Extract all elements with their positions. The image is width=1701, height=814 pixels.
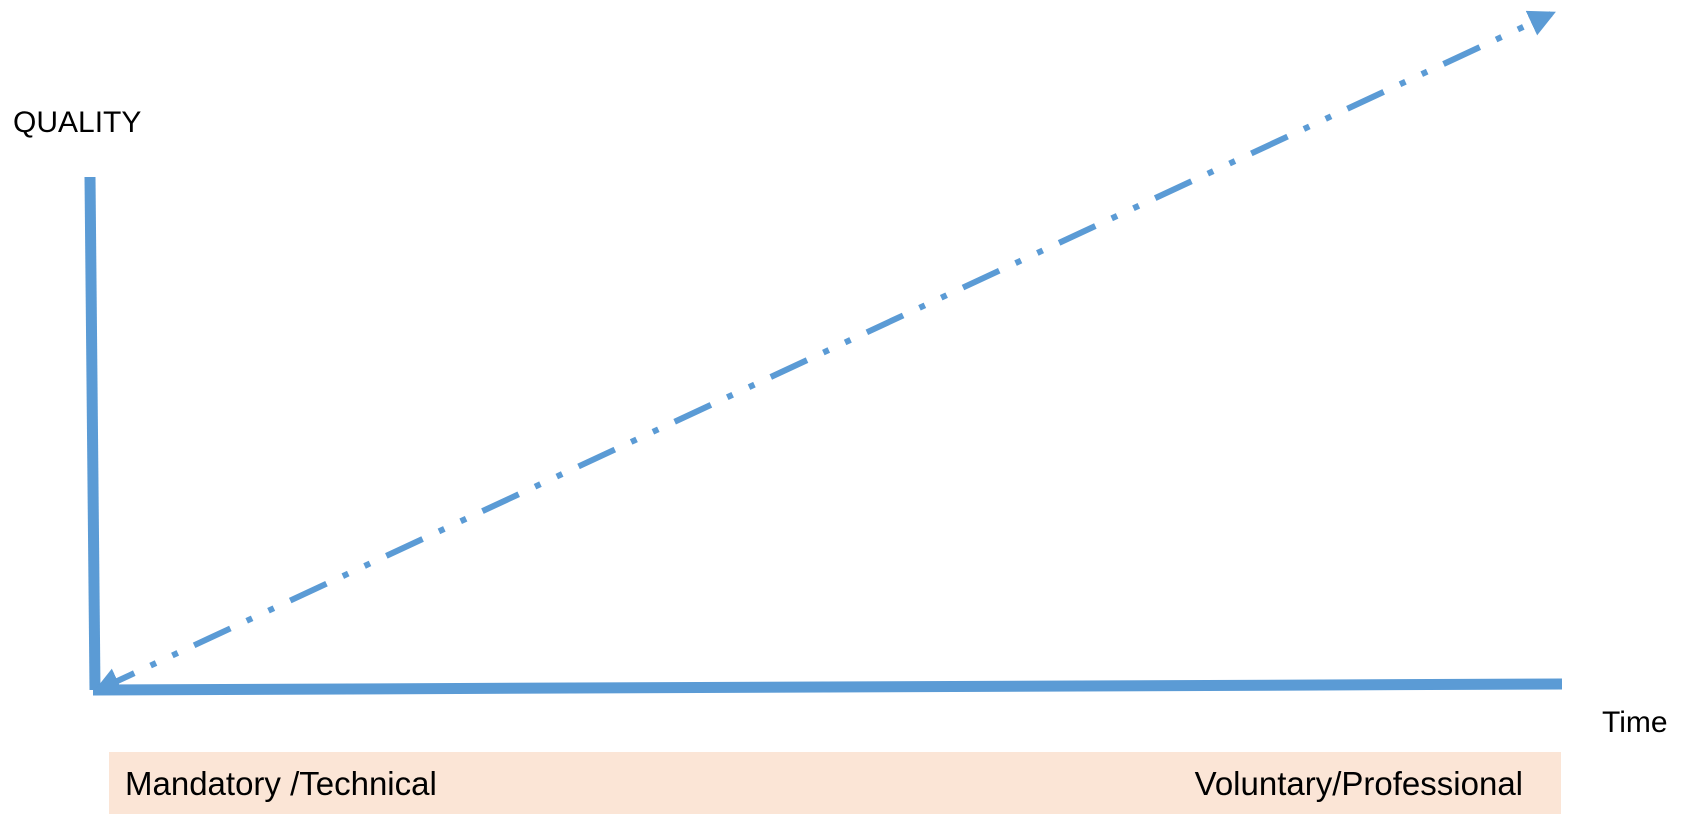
y-axis-label: QUALITY xyxy=(13,106,142,139)
x-axis-label: Time xyxy=(1602,706,1668,739)
y-axis-line xyxy=(84,176,101,691)
mandatory-voluntary-band: Mandatory /Technical Voluntary/Professio… xyxy=(109,752,1561,814)
band-left-label: Mandatory /Technical xyxy=(125,765,437,802)
band-right-label: Voluntary/Professional xyxy=(1194,765,1523,802)
quality-trend-arrow xyxy=(93,10,1556,694)
x-axis-line xyxy=(92,678,1563,696)
